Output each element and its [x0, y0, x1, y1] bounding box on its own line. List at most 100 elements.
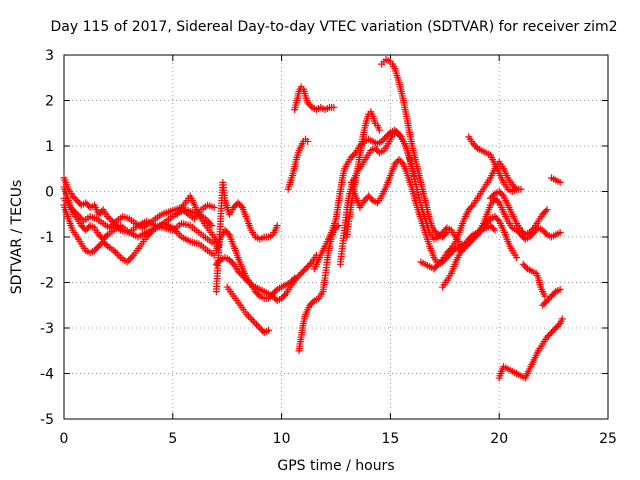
- data-point-marker: [491, 226, 499, 234]
- y-tick-label: 2: [45, 94, 54, 110]
- data-point-marker: [224, 229, 232, 237]
- data-point-marker: [494, 197, 502, 205]
- data-point-marker: [368, 195, 376, 203]
- data-point-marker: [556, 178, 564, 186]
- data-point-marker: [109, 220, 117, 228]
- data-point-marker: [75, 212, 83, 220]
- data-point-marker: [273, 222, 281, 230]
- data-series: [60, 194, 218, 232]
- data-point-marker: [210, 203, 218, 211]
- data-point-marker: [102, 232, 110, 240]
- data-point-marker: [446, 246, 454, 254]
- data-point-marker: [246, 314, 254, 322]
- data-point-marker: [485, 216, 493, 224]
- data-point-marker: [254, 322, 262, 330]
- data-point-marker: [307, 102, 315, 110]
- data-point-marker: [249, 317, 257, 325]
- data-point-marker: [107, 216, 115, 224]
- data-point-marker: [128, 253, 136, 261]
- data-point-marker: [307, 260, 315, 268]
- data-point-marker: [113, 250, 121, 258]
- data-point-marker: [254, 291, 262, 299]
- data-series: [378, 56, 451, 241]
- data-point-marker: [517, 185, 525, 193]
- data-point-marker: [71, 209, 79, 217]
- data-point-marker: [243, 310, 251, 318]
- x-tick-label: 10: [273, 431, 291, 447]
- data-point-marker: [437, 257, 445, 265]
- data-point-marker: [237, 202, 245, 210]
- data-point-marker: [206, 220, 214, 228]
- data-point-marker: [556, 228, 564, 236]
- data-point-marker: [244, 312, 252, 320]
- data-point-marker: [489, 225, 497, 233]
- data-point-marker: [309, 298, 317, 306]
- chart-title: Day 115 of 2017, Sidereal Day-to-day VTE…: [51, 19, 618, 35]
- data-series: [519, 260, 549, 300]
- data-point-marker: [253, 321, 261, 329]
- data-point-marker: [104, 213, 112, 221]
- x-tick-label: 5: [168, 431, 177, 447]
- data-series: [212, 226, 299, 302]
- data-point-marker: [146, 230, 154, 238]
- data-point-marker: [208, 222, 216, 230]
- data-point-marker: [126, 255, 134, 263]
- data-point-marker: [281, 291, 289, 299]
- y-tick-label: 0: [45, 185, 54, 201]
- data-point-marker: [110, 247, 118, 255]
- data-point-marker: [76, 214, 84, 222]
- data-point-marker: [558, 315, 566, 323]
- data-point-marker: [228, 259, 236, 267]
- data-point-marker: [112, 248, 120, 256]
- data-point-marker: [396, 131, 404, 139]
- y-tick-label: 1: [45, 139, 54, 155]
- data-point-marker: [489, 191, 497, 199]
- data-series: [486, 188, 551, 239]
- data-point-marker: [498, 191, 506, 199]
- data-point-marker: [215, 257, 223, 265]
- data-series: [223, 283, 273, 337]
- data-point-marker: [459, 244, 467, 252]
- data-point-marker: [555, 321, 563, 329]
- data-point-marker: [105, 214, 113, 222]
- data-point-marker: [543, 206, 551, 214]
- data-point-marker: [443, 228, 451, 236]
- data-series: [456, 213, 521, 261]
- data-point-marker: [70, 207, 78, 215]
- x-tick-label: 20: [490, 431, 508, 447]
- y-tick-label: -2: [40, 276, 54, 292]
- data-series: [539, 285, 564, 309]
- data-series: [343, 108, 384, 241]
- data-point-marker: [123, 258, 131, 266]
- data-point-marker: [468, 203, 476, 211]
- y-tick-label: 3: [45, 48, 54, 64]
- data-series: [284, 135, 312, 193]
- data-point-marker: [68, 205, 76, 213]
- data-series: [291, 83, 338, 114]
- grid-lines: [64, 55, 608, 419]
- data-point-marker: [115, 252, 123, 260]
- data-point-marker: [433, 229, 441, 237]
- y-tick-label: -3: [40, 321, 54, 337]
- data-point-marker: [272, 287, 280, 295]
- x-axis: 0 5 10 15 20 25: [60, 55, 617, 447]
- data-point-marker: [442, 230, 450, 238]
- x-tick-label: 25: [599, 431, 617, 447]
- data-series: [212, 251, 320, 305]
- data-point-marker: [522, 263, 530, 271]
- data-point-marker: [265, 326, 273, 334]
- data-point-marker: [144, 231, 152, 239]
- data-series: [547, 174, 564, 186]
- x-tick-label: 15: [381, 431, 399, 447]
- data-point-marker: [350, 150, 358, 158]
- data-point-marker: [541, 292, 549, 300]
- data-point-marker: [398, 159, 406, 167]
- data-series: [173, 192, 222, 250]
- data-point-marker: [550, 289, 558, 297]
- data-point-marker: [468, 232, 476, 240]
- data-points: [60, 56, 566, 382]
- data-point-marker: [102, 241, 110, 249]
- data-series: [465, 133, 525, 195]
- data-point-marker: [143, 233, 151, 241]
